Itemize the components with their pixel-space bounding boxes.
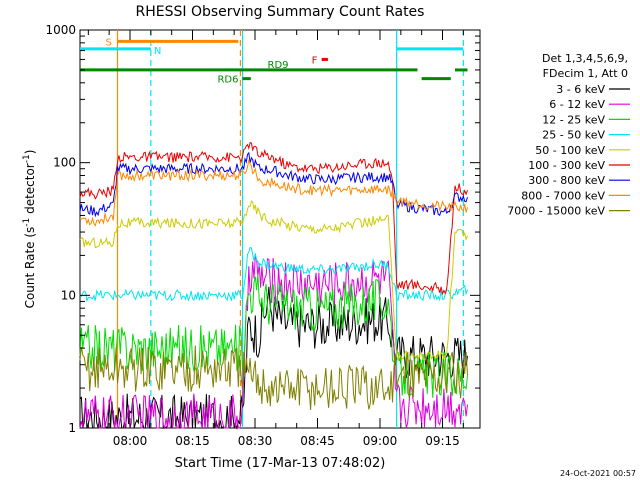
annotation-label: F (312, 55, 318, 66)
series-lines (79, 141, 468, 430)
x-tick-label: 08:45 (300, 434, 335, 448)
legend-label: 6 - 12 keV (549, 98, 605, 111)
x-tick-label: 09:00 (363, 434, 398, 448)
x-tick-label: 08:15 (175, 434, 210, 448)
legend-label: 800 - 7000 keV (521, 189, 605, 202)
chart-title: RHESSI Observing Summary Count Rates (136, 4, 425, 20)
footer-timestamp: 24-Oct-2021 00:57 (560, 469, 636, 478)
series-line (79, 345, 468, 411)
legend-label: 12 - 25 keV (542, 113, 605, 126)
y-tick-label: 1000 (45, 23, 76, 37)
y-tick-label: 100 (53, 156, 76, 170)
y-tick-label: 1 (68, 421, 76, 435)
annotation-label: RD9 (268, 60, 289, 71)
y-axis-label: Count Rate (s-1 detector-1) (22, 150, 37, 309)
series-line (79, 274, 468, 398)
series-line (79, 254, 468, 430)
plot-frame (79, 29, 481, 429)
legend-header-2: FDecim 1, Att 0 (543, 67, 628, 80)
annotation-label: N (154, 46, 161, 57)
series-line (79, 141, 468, 296)
legend-label: 100 - 300 keV (528, 159, 605, 172)
x-tick-label: 08:00 (113, 434, 148, 448)
x-tick-label: 09:15 (425, 434, 460, 448)
y-tick-label: 10 (61, 288, 76, 302)
legend-label: 7000 - 15000 keV (507, 205, 605, 218)
x-tick-label: 08:30 (238, 434, 273, 448)
annotation-bars: S N F RD9 RD6 (80, 37, 468, 86)
legend-header-1: Det 1,3,4,5,6,9, (542, 52, 628, 65)
annotation-label: RD6 (217, 75, 238, 86)
series-line (79, 286, 468, 430)
series-line (79, 200, 468, 362)
series-line (79, 159, 468, 227)
annotation-label: S (106, 37, 112, 48)
y-axis: 1 10 100 1000 (45, 23, 480, 435)
legend-label: 3 - 6 keV (556, 83, 605, 96)
legend: Det 1,3,4,5,6,9, FDecim 1, Att 0 3 - 6 k… (507, 52, 630, 218)
legend-label: 25 - 50 keV (542, 129, 605, 142)
legend-label: 50 - 100 keV (535, 144, 605, 157)
x-axis: 08:00 08:15 08:30 08:45 09:00 09:15 (87, 30, 464, 448)
x-axis-label: Start Time (17-Mar-13 07:48:02) (175, 456, 386, 471)
legend-label: 300 - 800 keV (528, 174, 605, 187)
series-line (79, 247, 468, 303)
